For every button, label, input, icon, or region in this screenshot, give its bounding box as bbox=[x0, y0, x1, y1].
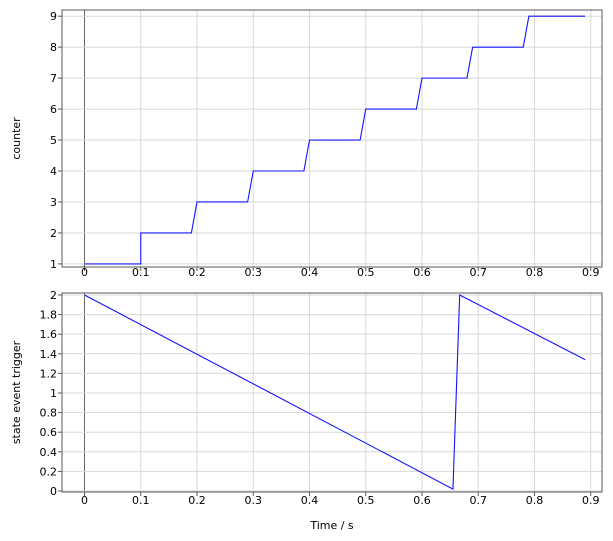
x-tick-label: 0.8 bbox=[526, 266, 544, 279]
series-line bbox=[84, 294, 586, 490]
x-tick-label: 0.4 bbox=[301, 494, 319, 507]
x-tick-label: 0.3 bbox=[245, 266, 263, 279]
x-tick-label: 0 bbox=[81, 494, 88, 507]
y-tick-label: 1.6 bbox=[40, 328, 58, 341]
x-tick-label: 0.4 bbox=[301, 266, 319, 279]
y-tick-label: 0.4 bbox=[40, 446, 58, 459]
x-tick-label: 0.2 bbox=[188, 494, 206, 507]
state-event-trigger-plot: 0 0.1 0.2 0.3 0.4 0.5 0.6 0.7 0.8 0.9 0 0.2 0.4 0.6 0.… bbox=[10, 289, 603, 532]
y-tick-label: 5 bbox=[50, 134, 57, 147]
y-tick-label: 1 bbox=[50, 258, 57, 271]
y-axis-label: counter bbox=[10, 117, 23, 160]
x-tick-label: 0.8 bbox=[526, 494, 544, 507]
x-tick-label: 0.7 bbox=[470, 266, 488, 279]
x-tick-label: 0.3 bbox=[245, 494, 263, 507]
y-tick-label: 7 bbox=[50, 72, 57, 85]
y-tick-label: 1 bbox=[50, 387, 57, 400]
x-tick-label: 0.7 bbox=[470, 494, 488, 507]
y-tick-label: 4 bbox=[50, 165, 57, 178]
y-tick-label: 8 bbox=[50, 41, 57, 54]
y-tick-label: 1.8 bbox=[40, 309, 58, 322]
y-tick-label: 1.2 bbox=[40, 367, 58, 380]
x-tick-label: 0 bbox=[81, 266, 88, 279]
y-tick-label: 3 bbox=[50, 196, 57, 209]
x-tick-label: 0.2 bbox=[188, 266, 206, 279]
y-tick-label: 2 bbox=[50, 289, 57, 302]
x-tick-label: 0.5 bbox=[357, 266, 375, 279]
x-tick-label: 0.5 bbox=[357, 494, 375, 507]
x-tick-label: 0.9 bbox=[582, 494, 600, 507]
y-tick-label: 0.8 bbox=[40, 407, 58, 420]
y-axis-label: state event trigger bbox=[10, 340, 23, 444]
x-tick-label: 0.6 bbox=[413, 494, 431, 507]
plot-frame bbox=[61, 292, 603, 493]
counter-plot: 0 0.1 0.2 0.3 0.4 0.5 0.6 0.7 0.8 0.9 1 2 3 4 5 6 7 8 9 cou… bbox=[10, 9, 603, 279]
y-tick-label: 6 bbox=[50, 103, 57, 116]
series-line bbox=[84, 15, 586, 265]
y-tick-label: 2 bbox=[50, 227, 57, 240]
x-tick-label: 0.1 bbox=[132, 494, 150, 507]
x-tick-label: 0.6 bbox=[413, 266, 431, 279]
y-tick-label: 9 bbox=[50, 10, 57, 23]
y-tick-label: 0.2 bbox=[40, 465, 58, 478]
plot-frame bbox=[61, 9, 603, 268]
x-axis-label: Time / s bbox=[309, 519, 354, 532]
y-tick-label: 0.6 bbox=[40, 426, 58, 439]
x-tick-label: 0.1 bbox=[132, 266, 150, 279]
y-tick-label: 1.4 bbox=[40, 348, 58, 361]
x-tick-label: 0.9 bbox=[582, 266, 600, 279]
y-tick-label: 0 bbox=[50, 485, 57, 498]
